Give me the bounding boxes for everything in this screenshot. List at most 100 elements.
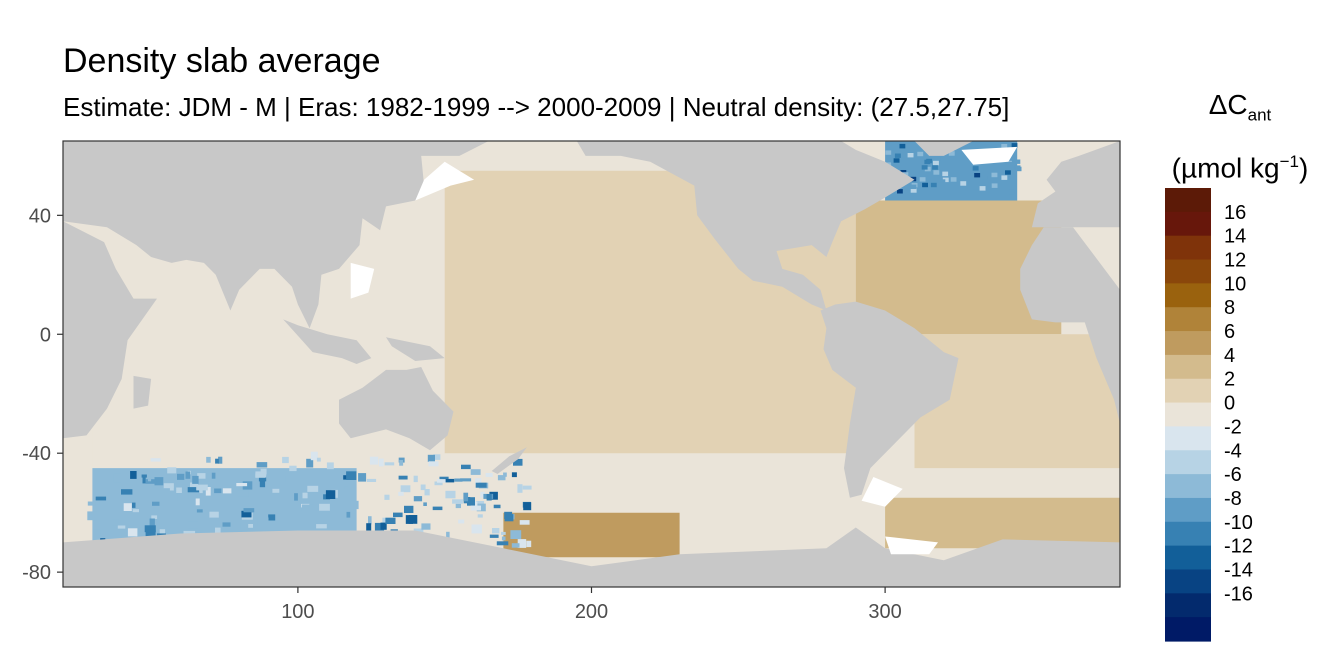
heatmap-cell bbox=[511, 472, 517, 478]
heatmap-cell bbox=[346, 511, 351, 518]
heatmap-cell bbox=[910, 184, 917, 189]
heatmap-cell bbox=[174, 492, 178, 502]
heatmap-cell bbox=[972, 184, 979, 190]
legend-label: -4 bbox=[1224, 440, 1242, 462]
heatmap-cell bbox=[979, 186, 986, 191]
legend-label: -14 bbox=[1224, 560, 1253, 582]
heatmap-cell bbox=[366, 523, 372, 532]
heatmap-region bbox=[92, 468, 357, 543]
heatmap-cell bbox=[433, 454, 441, 460]
heatmap-cell bbox=[404, 505, 414, 513]
heatmap-cell bbox=[921, 165, 928, 170]
heatmap-cell bbox=[302, 492, 308, 499]
legend-swatch bbox=[1165, 593, 1211, 618]
heatmap-cell bbox=[92, 529, 101, 537]
legend-label: 16 bbox=[1224, 202, 1246, 224]
legend-swatch bbox=[1165, 188, 1211, 213]
heatmap-cell bbox=[926, 158, 933, 164]
y-tick-label: -40 bbox=[22, 443, 51, 465]
heatmap-cell bbox=[932, 165, 938, 170]
heatmap-cell bbox=[256, 462, 268, 468]
heatmap-cell bbox=[475, 478, 482, 484]
heatmap-cell bbox=[1001, 175, 1008, 180]
heatmap-cell bbox=[138, 527, 143, 532]
heatmap-cell bbox=[477, 514, 483, 518]
heatmap-cell bbox=[144, 525, 156, 533]
heatmap-region bbox=[914, 334, 1120, 469]
legend-label: -6 bbox=[1224, 464, 1242, 486]
legend-title: ΔCant (µmol kg−1) bbox=[1150, 82, 1330, 191]
heatmap-cell bbox=[510, 530, 522, 539]
heatmap-cell bbox=[368, 516, 372, 525]
heatmap-cell bbox=[197, 473, 206, 479]
heatmap-cell bbox=[167, 467, 177, 474]
legend-swatch bbox=[1165, 450, 1211, 475]
heatmap-cell bbox=[187, 487, 199, 493]
heatmap-cell bbox=[187, 521, 199, 529]
land-north-america bbox=[576, 141, 915, 311]
heatmap-cell bbox=[427, 454, 435, 462]
legend-title-subscript: ant bbox=[1247, 105, 1272, 125]
heatmap-cell bbox=[398, 475, 408, 480]
heatmap-cell bbox=[111, 519, 120, 526]
heatmap-cell bbox=[358, 473, 367, 482]
heatmap-cell bbox=[981, 175, 988, 180]
heatmap-cell bbox=[95, 496, 107, 501]
heatmap-cell bbox=[421, 523, 431, 530]
heatmap-cell bbox=[470, 469, 481, 475]
heatmap-cell bbox=[206, 456, 211, 463]
heatmap-cell bbox=[523, 502, 532, 511]
heatmap-cell bbox=[458, 519, 465, 524]
heatmap-cell bbox=[148, 476, 152, 482]
x-tick-label: 300 bbox=[868, 601, 901, 623]
heatmap-cell bbox=[526, 540, 532, 548]
nodata-patch bbox=[861, 477, 903, 507]
land-south-america bbox=[820, 301, 959, 498]
heatmap-cell bbox=[501, 536, 506, 541]
heatmap-cell bbox=[142, 477, 146, 484]
heatmap-cell bbox=[99, 500, 107, 504]
heatmap-cell bbox=[188, 492, 194, 500]
heatmap-cell bbox=[393, 512, 403, 518]
heatmap-cell bbox=[190, 482, 198, 489]
nodata-patch bbox=[885, 536, 938, 555]
heatmap-cell bbox=[991, 183, 998, 188]
heatmap-cell bbox=[907, 153, 914, 158]
heatmap-cell bbox=[517, 539, 527, 548]
heatmap-cell bbox=[991, 172, 998, 178]
heatmap-cell bbox=[463, 492, 469, 502]
y-tick-label: 40 bbox=[29, 205, 51, 227]
heatmap-cell bbox=[504, 511, 513, 519]
heatmap-cell bbox=[519, 520, 530, 525]
heatmap-cell bbox=[325, 490, 336, 499]
legend-label: -8 bbox=[1224, 488, 1242, 510]
legend-label: 0 bbox=[1224, 393, 1235, 415]
heatmap-cell bbox=[316, 524, 327, 529]
heatmap-cell bbox=[930, 182, 937, 188]
heatmap-cell bbox=[107, 473, 112, 480]
heatmap-cell bbox=[176, 487, 182, 493]
heatmap-cell bbox=[378, 458, 384, 467]
legend-swatch bbox=[1165, 569, 1211, 594]
heatmap-cell bbox=[196, 509, 203, 513]
legend-unit-close: ) bbox=[1299, 151, 1309, 183]
heatmap-cell bbox=[885, 150, 892, 155]
heatmap-cell bbox=[460, 478, 472, 482]
legend-label: 2 bbox=[1224, 369, 1235, 391]
heatmap-cell bbox=[209, 511, 219, 518]
heatmap-cell bbox=[919, 177, 926, 182]
heatmap-cell bbox=[413, 496, 423, 502]
heatmap-cell bbox=[442, 478, 455, 483]
chart-subtitle: Estimate: JDM - M | Eras: 1982-1999 --> … bbox=[63, 92, 1010, 122]
heatmap-cell bbox=[240, 522, 249, 531]
heatmap-cell bbox=[301, 504, 313, 512]
heatmap-cell bbox=[211, 472, 216, 479]
land-indonesia bbox=[283, 319, 372, 364]
heatmap-cell bbox=[1005, 170, 1011, 175]
heatmap-cell bbox=[380, 522, 387, 530]
legend-swatch bbox=[1165, 426, 1211, 451]
heatmap-field bbox=[63, 141, 1120, 587]
